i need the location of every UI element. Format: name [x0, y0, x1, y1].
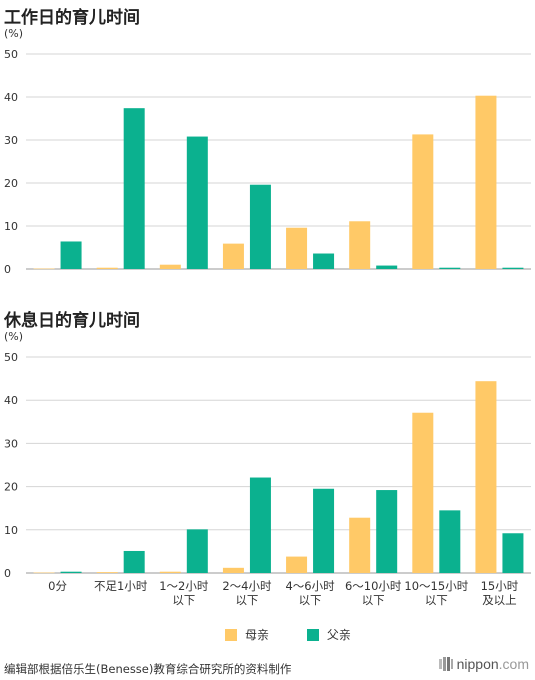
y-tick-label: 30	[4, 437, 18, 450]
bar-father	[60, 241, 82, 269]
y-tick-label: 40	[4, 91, 18, 104]
legend-swatch-father	[306, 628, 319, 641]
bar-mother	[349, 221, 371, 269]
source-note: 编辑部根据倍乐生(Benesse)教育综合研究所的资料制作	[4, 662, 292, 676]
bar-father	[60, 571, 82, 573]
bar-mother	[222, 243, 244, 269]
x-tick-label: 以下	[299, 593, 322, 607]
bar-mother	[159, 571, 181, 573]
logo-tld-text: .com	[498, 656, 529, 672]
bar-father	[123, 550, 145, 573]
legend-item-father: 父亲	[306, 626, 351, 643]
legend-item-mother: 母亲	[225, 626, 269, 643]
bar-father	[186, 136, 208, 269]
x-tick-label: 不足1小时	[94, 579, 148, 593]
y-tick-label: 20	[4, 177, 18, 190]
x-tick-label: 以下	[172, 593, 195, 607]
bar-father	[313, 253, 335, 269]
y-tick-label: 30	[4, 134, 18, 147]
bar-mother	[159, 264, 181, 269]
bar-father	[439, 510, 461, 573]
x-tick-label: 15小时	[481, 579, 519, 593]
bar-mother	[222, 567, 244, 573]
nippon-logo[interactable]: nippon.com	[438, 656, 529, 672]
bar-father	[376, 490, 398, 573]
bar-mother	[286, 556, 308, 573]
x-tick-label: 1～2小时	[159, 579, 209, 593]
bar-father	[186, 529, 208, 573]
bar-father	[502, 267, 524, 269]
bar-father	[313, 488, 335, 573]
bar-mother	[349, 517, 371, 573]
bar-mother	[96, 572, 118, 573]
bar-father	[439, 267, 461, 269]
legend: 母亲 父亲	[225, 626, 385, 644]
x-tick-label: 及以上	[482, 593, 517, 607]
y-tick-label: 50	[4, 351, 18, 364]
bar-father	[249, 184, 271, 269]
bar-mother	[475, 381, 497, 573]
y-unit-label-1: (%)	[4, 330, 23, 343]
y-tick-label: 10	[4, 220, 18, 233]
bar-mother	[33, 268, 55, 270]
y-unit-label-0: (%)	[4, 27, 23, 40]
bar-father	[376, 265, 398, 269]
chart-title-weekday: 工作日的育儿时间	[4, 8, 140, 28]
bar-mother	[475, 95, 497, 270]
legend-label-mother: 母亲	[245, 628, 270, 642]
logo-main-text: nippon	[456, 656, 499, 672]
bar-father	[249, 477, 271, 573]
legend-swatch-mother	[225, 628, 237, 641]
bar-mother	[412, 134, 434, 269]
x-tick-label: 0分	[48, 579, 67, 593]
y-tick-label: 50	[4, 48, 18, 61]
x-tick-label: 以下	[235, 593, 258, 607]
bar-mother	[33, 572, 55, 574]
y-tick-label: 0	[4, 567, 11, 580]
x-tick-label: 以下	[425, 593, 448, 607]
bar-father	[123, 108, 145, 270]
y-tick-label: 20	[4, 481, 18, 494]
x-tick-label: 6～10小时	[345, 579, 402, 593]
bar-mother	[286, 227, 308, 269]
x-tick-label: 2～4小时	[222, 579, 272, 593]
chart-title-holiday: 休息日的育儿时间	[4, 311, 140, 331]
nippon-logo-icon	[438, 657, 453, 671]
y-tick-label: 40	[4, 394, 18, 407]
y-tick-label: 0	[4, 263, 11, 276]
x-tick-label: 10～15小时	[404, 579, 468, 593]
y-tick-label: 10	[4, 524, 18, 537]
bar-father	[502, 533, 524, 573]
bar-mother	[96, 267, 118, 269]
legend-label-father: 父亲	[326, 628, 351, 642]
bar-mother	[412, 412, 434, 573]
x-tick-label: 以下	[362, 593, 385, 607]
nippon-logo-text: nippon.com	[457, 656, 529, 672]
x-tick-label: 4～6小时	[285, 579, 335, 593]
